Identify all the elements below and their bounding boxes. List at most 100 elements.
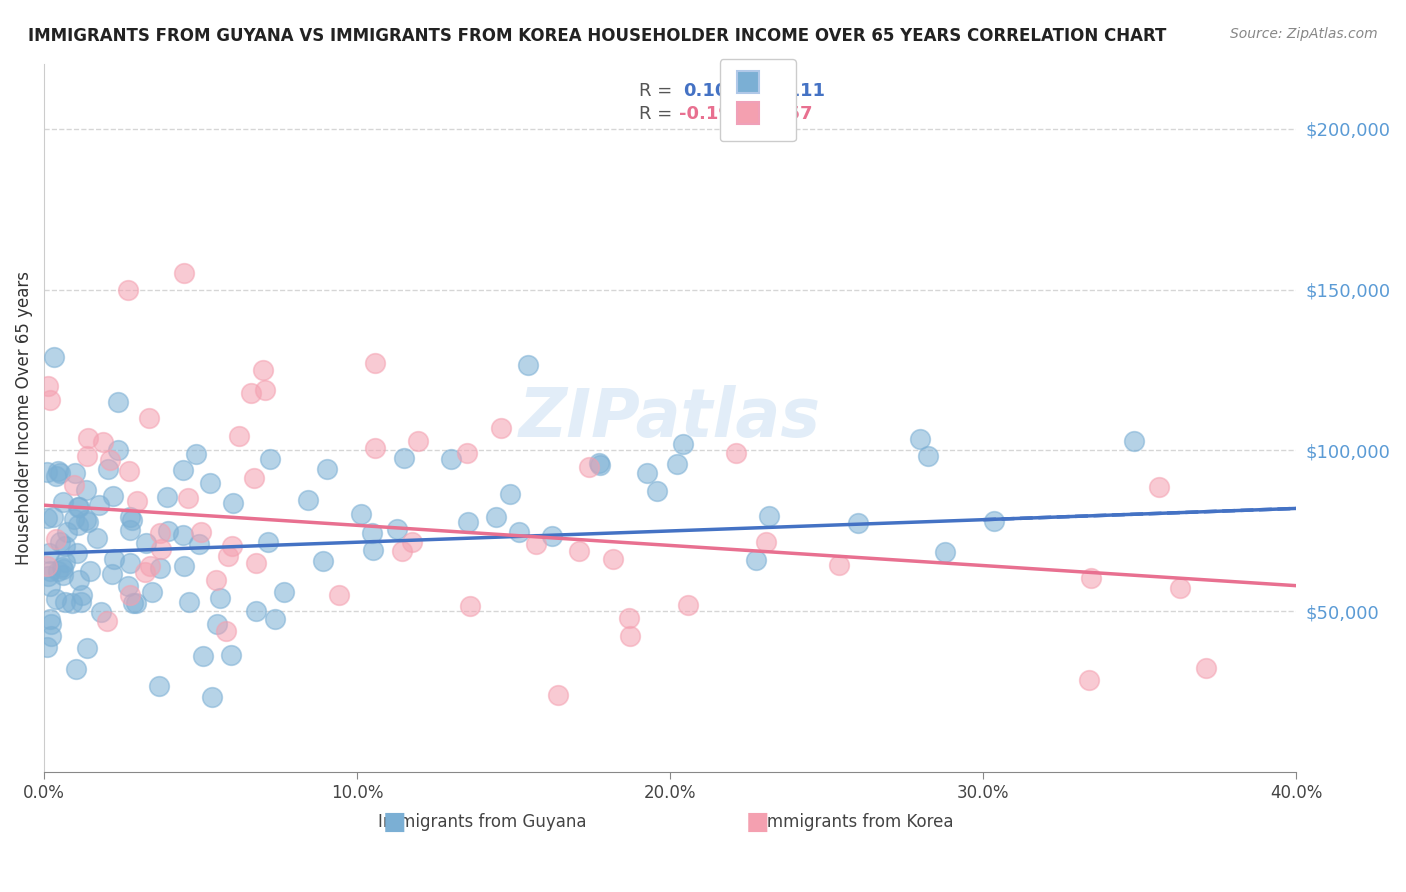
- Point: [37, 568, 59, 582]
- Point: [101, 567, 124, 582]
- Point: [458, 599, 481, 613]
- Point: [489, 420, 512, 434]
- Point: [127, 493, 149, 508]
- Point: [53, 539, 76, 553]
- Point: [205, 574, 228, 588]
- Point: [103, 551, 125, 566]
- Point: [209, 591, 232, 606]
- Point: [63, 466, 86, 480]
- Point: [48, 565, 70, 579]
- Point: [45, 469, 67, 483]
- Point: [186, 447, 208, 461]
- Point: [120, 589, 142, 603]
- Point: [215, 624, 238, 638]
- Point: [1123, 434, 1146, 449]
- Point: [172, 463, 194, 477]
- Point: [188, 537, 211, 551]
- Point: [76, 449, 98, 463]
- Text: Immigrants from Guyana: Immigrants from Guyana: [378, 813, 586, 830]
- Point: [39, 393, 62, 408]
- Point: [118, 523, 141, 537]
- Point: [222, 496, 245, 510]
- Point: [672, 437, 695, 451]
- Point: [52, 568, 75, 582]
- Point: [67, 500, 90, 514]
- Point: [125, 596, 148, 610]
- Point: [647, 484, 669, 499]
- Point: [37, 379, 59, 393]
- Point: [1149, 480, 1171, 494]
- Point: [201, 690, 224, 704]
- Point: [46, 464, 69, 478]
- Point: [77, 515, 100, 529]
- Point: [67, 500, 90, 514]
- Point: [150, 541, 173, 556]
- Point: [755, 535, 778, 549]
- Point: [135, 535, 157, 549]
- Point: [198, 475, 221, 490]
- Point: [827, 558, 849, 573]
- Point: [364, 356, 387, 370]
- Point: [70, 595, 93, 609]
- Point: [264, 611, 287, 625]
- Point: [118, 464, 141, 478]
- Point: [617, 610, 640, 624]
- Point: [252, 363, 274, 377]
- Point: [138, 411, 160, 425]
- Point: [508, 525, 530, 540]
- Point: [75, 513, 97, 527]
- Point: [588, 456, 610, 470]
- Point: [90, 605, 112, 619]
- Point: [1195, 661, 1218, 675]
- Point: [361, 525, 384, 540]
- Point: [121, 513, 143, 527]
- Point: [86, 531, 108, 545]
- Point: [177, 595, 200, 609]
- Point: [97, 462, 120, 476]
- Point: [524, 537, 547, 551]
- Text: -0.195: -0.195: [679, 105, 744, 123]
- Point: [516, 358, 538, 372]
- Point: [67, 518, 90, 533]
- Point: [392, 450, 415, 465]
- Point: [364, 441, 387, 455]
- Point: [541, 529, 564, 543]
- Text: ZIPatlas: ZIPatlas: [519, 385, 821, 451]
- Point: [117, 579, 139, 593]
- Point: [55, 525, 77, 540]
- Point: [173, 267, 195, 281]
- Point: [602, 552, 624, 566]
- Point: [243, 471, 266, 485]
- Text: IMMIGRANTS FROM GUYANA VS IMMIGRANTS FROM KOREA HOUSEHOLDER INCOME OVER 65 YEARS: IMMIGRANTS FROM GUYANA VS IMMIGRANTS FRO…: [28, 27, 1167, 45]
- Point: [63, 512, 86, 526]
- Point: [49, 466, 72, 480]
- Point: [578, 459, 600, 474]
- Point: [70, 588, 93, 602]
- Point: [51, 560, 73, 574]
- Point: [39, 579, 62, 593]
- Point: [107, 443, 129, 458]
- Point: [100, 452, 122, 467]
- Point: [456, 446, 478, 460]
- Point: [665, 457, 688, 471]
- Point: [41, 630, 63, 644]
- Point: [122, 596, 145, 610]
- Point: [245, 556, 267, 570]
- Legend:  ,  : ,: [720, 59, 796, 141]
- Point: [101, 489, 124, 503]
- Point: [239, 385, 262, 400]
- Text: ■: ■: [747, 810, 769, 834]
- Point: [457, 515, 479, 529]
- Point: [846, 516, 869, 530]
- Point: [75, 483, 97, 497]
- Point: [315, 462, 337, 476]
- Point: [440, 452, 463, 467]
- Point: [120, 556, 142, 570]
- Point: [499, 486, 522, 500]
- Point: [49, 535, 72, 549]
- Point: [41, 616, 63, 631]
- Point: [37, 465, 59, 479]
- Point: [37, 640, 59, 654]
- Point: [745, 553, 768, 567]
- Point: [38, 564, 60, 578]
